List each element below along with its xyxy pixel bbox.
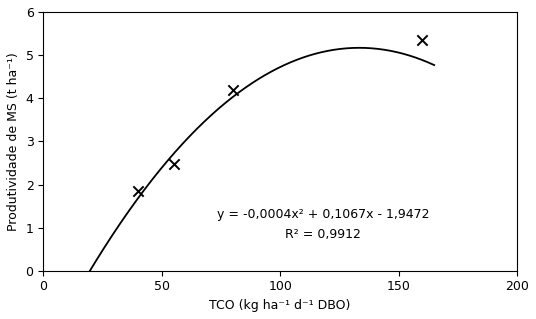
Y-axis label: Produtividade de MS (t ha⁻¹): Produtividade de MS (t ha⁻¹) xyxy=(7,52,20,231)
Point xyxy=(133,189,142,194)
Text: R² = 0,9912: R² = 0,9912 xyxy=(285,228,361,241)
Point xyxy=(228,87,237,92)
Point xyxy=(418,37,427,42)
Text: y = -0,0004x² + 0,1067x - 1,9472: y = -0,0004x² + 0,1067x - 1,9472 xyxy=(217,208,429,221)
X-axis label: TCO (kg ha⁻¹ d⁻¹ DBO): TCO (kg ha⁻¹ d⁻¹ DBO) xyxy=(210,299,351,312)
Point xyxy=(169,161,178,166)
